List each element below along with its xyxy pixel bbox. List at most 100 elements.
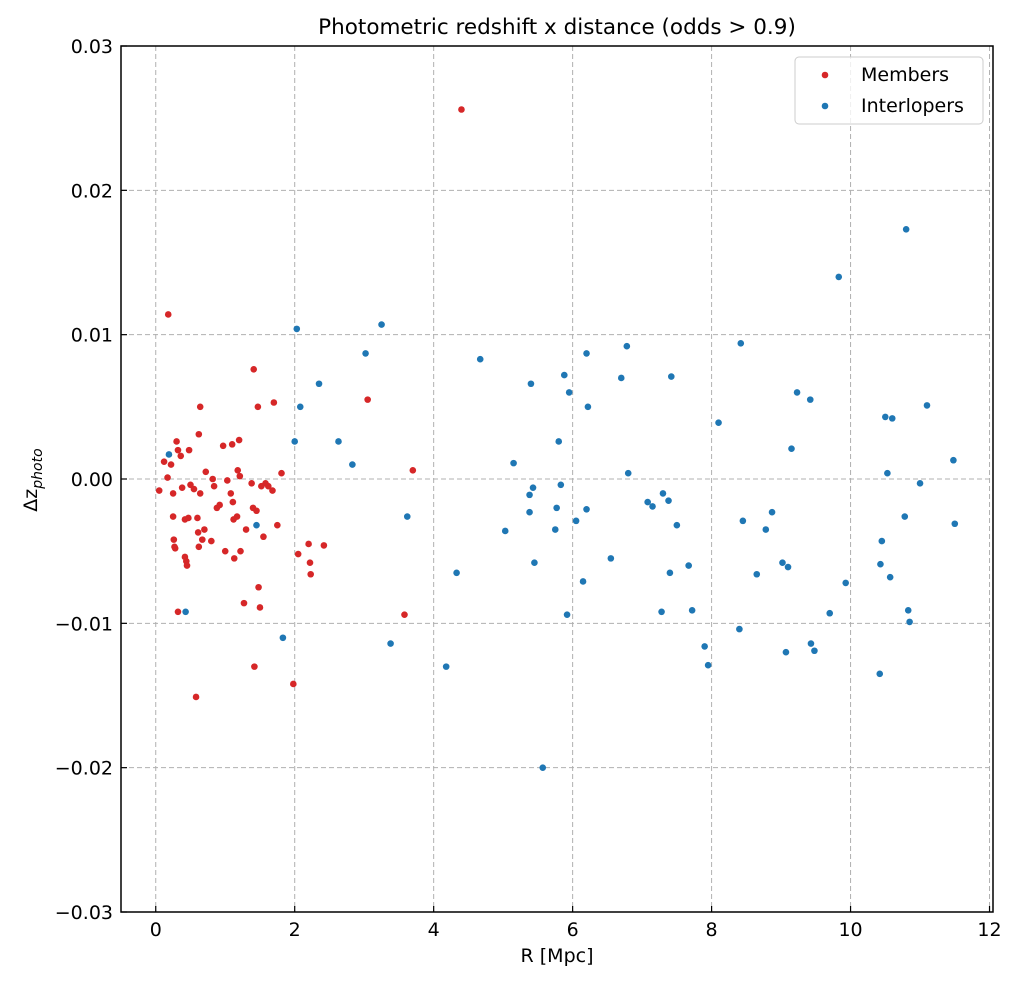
point-members <box>229 498 237 506</box>
point-members <box>195 430 203 438</box>
point-interlopers <box>842 579 849 587</box>
point-members <box>177 452 185 460</box>
point-interlopers <box>685 562 692 569</box>
point-members <box>234 467 242 474</box>
point-members <box>253 507 260 515</box>
point-members <box>192 693 200 701</box>
point-interlopers <box>362 350 369 357</box>
point-members <box>278 469 285 477</box>
point-interlopers <box>753 570 761 578</box>
point-interlopers <box>526 508 533 516</box>
x-tick-label: 8 <box>706 919 718 941</box>
point-members <box>208 537 215 545</box>
point-members <box>201 526 208 533</box>
point-interlopers <box>501 527 509 535</box>
point-members <box>306 559 314 567</box>
point-interlopers <box>555 438 563 445</box>
point-members <box>171 544 179 552</box>
point-interlopers <box>667 373 675 380</box>
point-interlopers <box>293 325 301 333</box>
point-members <box>290 680 297 688</box>
point-interlopers <box>624 469 632 477</box>
point-interlopers <box>607 555 615 562</box>
point-interlopers <box>673 521 681 529</box>
point-members <box>409 467 417 474</box>
point-members <box>248 480 255 487</box>
point-interlopers <box>877 560 884 568</box>
point-members <box>219 442 227 450</box>
point-interlopers <box>442 663 450 670</box>
point-members <box>274 521 281 529</box>
point-interlopers <box>704 661 712 669</box>
point-members <box>216 501 223 509</box>
y-axis-label-main: Δz <box>20 489 42 512</box>
point-interlopers <box>666 569 674 577</box>
point-members <box>255 583 262 591</box>
point-members <box>364 396 371 403</box>
point-members <box>210 482 218 490</box>
point-members <box>230 555 238 562</box>
point-members <box>270 399 278 406</box>
point-interlopers <box>665 497 672 504</box>
x-tick-label: 10 <box>838 919 862 941</box>
point-interlopers <box>579 578 587 585</box>
point-interlopers <box>527 380 535 388</box>
point-members <box>167 461 175 468</box>
point-members <box>251 663 258 670</box>
point-interlopers <box>784 563 792 571</box>
point-interlopers <box>553 504 560 512</box>
y-tick-label: −0.01 <box>55 613 113 635</box>
point-interlopers <box>335 438 342 445</box>
point-interlopers <box>884 469 891 477</box>
axis-ticks: 0 2 4 6 8 10 12 −0.03 −0.02 −0.01 0.00 0.01 0.02 0.03 <box>55 36 1002 941</box>
point-members <box>256 604 264 611</box>
point-members <box>250 366 258 373</box>
point-interlopers <box>878 537 886 545</box>
point-members <box>164 474 171 481</box>
point-members <box>305 540 312 548</box>
point-interlopers <box>886 573 894 581</box>
point-members <box>401 611 408 618</box>
point-interlopers <box>906 618 913 626</box>
point-members <box>170 536 178 543</box>
point-interlopers <box>888 415 896 422</box>
point-interlopers <box>584 403 592 411</box>
point-members <box>294 550 302 558</box>
point-interlopers <box>539 764 547 771</box>
legend-label-interlopers: Interlopers <box>861 95 964 117</box>
point-interlopers <box>349 461 356 468</box>
point-interlopers <box>510 459 517 467</box>
point-interlopers <box>923 402 931 409</box>
point-interlopers <box>768 508 776 516</box>
point-interlopers <box>811 647 818 655</box>
point-interlopers <box>826 609 834 617</box>
point-interlopers <box>453 569 460 577</box>
point-members <box>160 458 168 465</box>
point-interlopers <box>715 419 722 427</box>
y-tick-label: 0.00 <box>71 469 113 491</box>
point-interlopers <box>560 371 568 379</box>
point-interlopers <box>736 625 743 633</box>
y-tick-label: 0.03 <box>71 36 113 58</box>
svg-text:Δzphoto: Δzphoto <box>20 448 46 511</box>
point-interlopers <box>572 517 580 525</box>
point-interlopers <box>476 355 484 363</box>
legend-marker-members <box>821 71 829 79</box>
point-interlopers <box>779 559 786 567</box>
point-interlopers <box>916 480 924 487</box>
point-interlopers <box>835 273 843 281</box>
point-members <box>155 487 163 494</box>
data-points <box>155 106 959 771</box>
point-interlopers <box>378 321 385 328</box>
point-members <box>254 403 262 411</box>
point-interlopers <box>782 648 790 656</box>
point-interlopers <box>617 374 625 382</box>
point-interlopers <box>551 526 559 533</box>
point-members <box>169 490 177 497</box>
point-interlopers <box>644 498 651 506</box>
point-members <box>195 543 203 551</box>
point-interlopers <box>904 607 912 614</box>
x-tick-label: 0 <box>150 919 162 941</box>
point-interlopers <box>623 342 631 350</box>
